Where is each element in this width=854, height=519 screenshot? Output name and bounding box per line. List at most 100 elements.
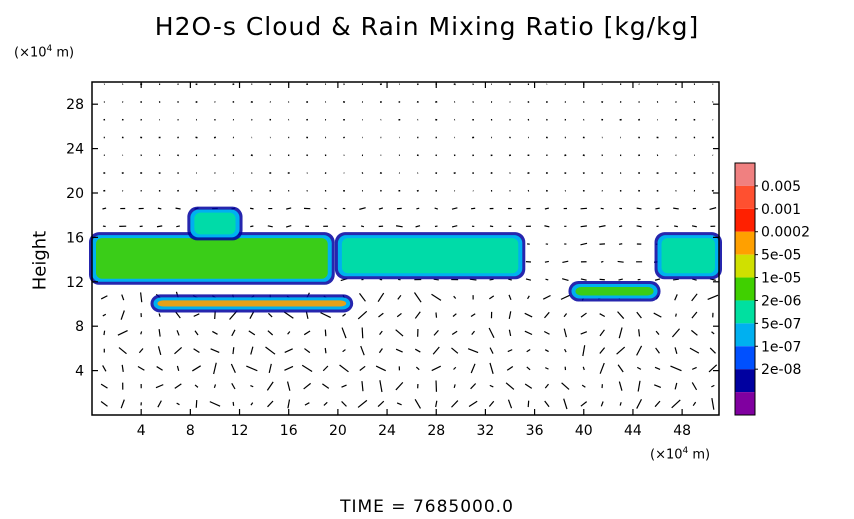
- wind-vector: [636, 345, 643, 356]
- wind-vector: [250, 384, 254, 388]
- wind-vector: [673, 278, 679, 281]
- wind-vector: [249, 311, 255, 319]
- wind-vector: [471, 330, 475, 336]
- wind-vector: [176, 402, 180, 406]
- colorbar-swatch: [735, 163, 755, 186]
- wind-vector: [711, 331, 715, 335]
- wind-vector: [544, 260, 549, 263]
- wind-vector: [192, 365, 201, 372]
- x-tick-label: 8: [186, 423, 195, 439]
- wind-vector: [431, 365, 441, 372]
- wind-vector: [246, 365, 258, 372]
- wind-vector: [489, 278, 494, 281]
- x-unit-label: (×104 m): [650, 446, 711, 463]
- wind-vector: [524, 383, 533, 389]
- chart-title: H2O-s Cloud & Rain Mixing Ratio [kg/kg]: [154, 12, 700, 41]
- y-tick-label: 24: [66, 142, 84, 158]
- wind-vector: [564, 154, 567, 157]
- wind-vector: [564, 348, 567, 353]
- wind-vector: [432, 346, 440, 355]
- wind-vector: [232, 347, 235, 355]
- wind-vector: [102, 207, 107, 210]
- wind-vector: [396, 312, 402, 318]
- wind-vector: [359, 293, 366, 302]
- y-unit-label: (×104 m): [14, 44, 75, 61]
- wind-vector: [468, 400, 478, 408]
- wind-vector: [708, 364, 718, 373]
- wind-vector: [267, 400, 274, 408]
- wind-vector: [489, 225, 494, 228]
- wind-vector: [267, 312, 273, 318]
- wind-vector: [140, 331, 143, 335]
- wind-vector: [342, 313, 346, 317]
- wind-vector: [339, 364, 349, 373]
- wind-vector: [304, 348, 311, 354]
- wind-vector: [268, 363, 272, 373]
- wind-vector: [213, 384, 217, 389]
- wind-vector: [117, 330, 128, 336]
- wind-vector: [174, 346, 183, 355]
- wind-vector: [395, 348, 403, 353]
- wind-vector: [379, 380, 383, 393]
- wind-vector: [157, 400, 162, 408]
- wind-vector: [544, 311, 550, 319]
- wind-vector: [286, 381, 291, 391]
- wind-vector: [673, 207, 679, 210]
- colorbar-swatch: [735, 208, 755, 232]
- wind-vector: [156, 225, 163, 228]
- wind-vector: [284, 348, 293, 353]
- wind-vector: [174, 383, 182, 389]
- wind-vector: [250, 207, 254, 210]
- wind-vector: [671, 399, 681, 409]
- wind-vector: [654, 384, 662, 389]
- wind-vector: [617, 260, 624, 263]
- wind-vector: [691, 225, 697, 228]
- wind-vector: [210, 348, 220, 354]
- wind-vector: [711, 384, 715, 388]
- wind-vector: [320, 312, 331, 319]
- wind-vector: [341, 384, 347, 388]
- wind-vector: [433, 329, 439, 336]
- wind-vector: [654, 400, 661, 408]
- wind-vector: [357, 310, 368, 320]
- wind-vector: [121, 364, 124, 372]
- wind-vector: [544, 400, 550, 408]
- wind-vector: [618, 278, 623, 281]
- wind-vector: [507, 399, 513, 409]
- wind-vector: [691, 329, 698, 336]
- wind-vector: [618, 327, 623, 339]
- wind-vector: [120, 310, 125, 320]
- wind-vector: [598, 225, 606, 228]
- wind-vector: [619, 402, 622, 406]
- wind-vector: [359, 207, 366, 210]
- colorbar-swatch: [735, 185, 755, 209]
- x-tick-label: 28: [427, 423, 445, 439]
- x-tick-label: 24: [378, 423, 396, 439]
- colorbar-swatch: [735, 369, 755, 393]
- wind-vector: [212, 330, 218, 335]
- wind-vector: [654, 278, 661, 281]
- colorbar-label: 0.0002: [761, 225, 810, 241]
- wind-vector: [250, 225, 254, 228]
- wind-vector: [287, 399, 291, 409]
- wind-vector: [599, 347, 606, 354]
- wind-vector: [580, 401, 588, 407]
- wind-vector: [395, 381, 404, 391]
- x-tick-label: 20: [329, 423, 347, 439]
- wind-vector: [175, 311, 181, 319]
- y-tick-label: 8: [75, 319, 84, 335]
- wind-vector: [616, 346, 626, 355]
- x-tick-label: 36: [526, 423, 544, 439]
- wind-vector: [544, 225, 550, 228]
- wind-vector: [505, 382, 515, 390]
- wind-vector: [434, 207, 439, 210]
- wind-vector: [286, 207, 292, 210]
- wind-vector: [636, 225, 642, 228]
- time-footer: TIME = 7685000.0: [340, 497, 514, 517]
- wind-vector: [692, 401, 697, 407]
- wind-vector: [655, 207, 660, 210]
- wind-vector: [655, 330, 660, 335]
- colorbar-frame: [734, 162, 756, 416]
- wind-vector: [636, 366, 642, 370]
- wind-vector: [580, 331, 588, 335]
